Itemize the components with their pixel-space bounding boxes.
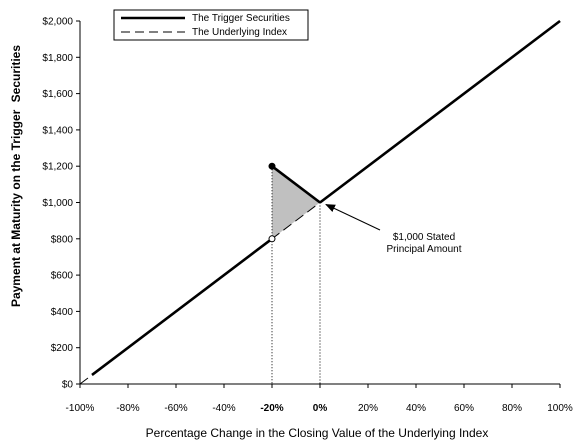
- annotation-arrow: [325, 204, 381, 231]
- x-tick-label: -100%: [66, 403, 95, 414]
- y-axis-title: Payment at Maturity on the Trigger Secur…: [9, 45, 23, 307]
- y-tick-label: $1,800: [42, 53, 73, 64]
- series-0-segment-1: [271, 165, 321, 204]
- x-tick-label: 0%: [313, 403, 328, 414]
- x-axis-ticks: -100% -80% -60% -40% -20% 0% 20% 40% 60% 80% 100%: [66, 384, 573, 414]
- marker-0: [268, 162, 276, 170]
- y-tick-label: $600: [51, 271, 74, 282]
- y-tick-label: $1,200: [42, 162, 73, 173]
- y-tick-label: $1,400: [42, 125, 73, 136]
- y-tick-label: $2,000: [42, 17, 73, 28]
- plot-area: [79, 19, 561, 385]
- y-axis-title-part-2: Securities: [9, 45, 23, 103]
- x-tick-label: -20%: [260, 403, 283, 414]
- y-tick-label: $0: [62, 380, 74, 391]
- x-tick-label: -60%: [164, 403, 187, 414]
- y-tick-label: $400: [51, 307, 74, 318]
- y-axis-ticks: $0 $200 $400 $600 $800 $1,000 $1,200 $1,400 $1,6…: [42, 17, 80, 391]
- legend: The Trigger Securities The Underlying In…: [113, 9, 309, 41]
- x-tick-label: 20%: [358, 403, 378, 414]
- x-tick-label: 60%: [454, 403, 474, 414]
- y-tick-label: $200: [51, 343, 74, 354]
- shaded-region: [272, 166, 320, 239]
- x-tick-label: 80%: [502, 403, 522, 414]
- y-tick-label: $1,000: [42, 198, 73, 209]
- principal-annotation: $1,000 Stated Principal Amount: [325, 204, 462, 255]
- x-tick-label: -40%: [212, 403, 235, 414]
- x-axis-title: Percentage Change in the Closing Value o…: [146, 426, 489, 440]
- legend-label-trigger: The Trigger Securities: [192, 13, 290, 24]
- y-tick-label: $800: [51, 234, 74, 245]
- y-axis-title-part-1: Payment at Maturity on the Trigger: [9, 109, 23, 307]
- x-tick-label: -80%: [116, 403, 139, 414]
- annotation-line-1: $1,000 Stated: [393, 232, 455, 243]
- x-tick-label: 100%: [547, 403, 573, 414]
- x-tick-label: 40%: [406, 403, 426, 414]
- marker-1: [268, 235, 276, 243]
- annotation-line-2: Principal Amount: [386, 244, 461, 255]
- y-tick-label: $1,600: [42, 89, 73, 100]
- series-1-segment-0: [79, 20, 561, 385]
- legend-box: [113, 9, 309, 41]
- legend-label-underlying: The Underlying Index: [192, 27, 287, 38]
